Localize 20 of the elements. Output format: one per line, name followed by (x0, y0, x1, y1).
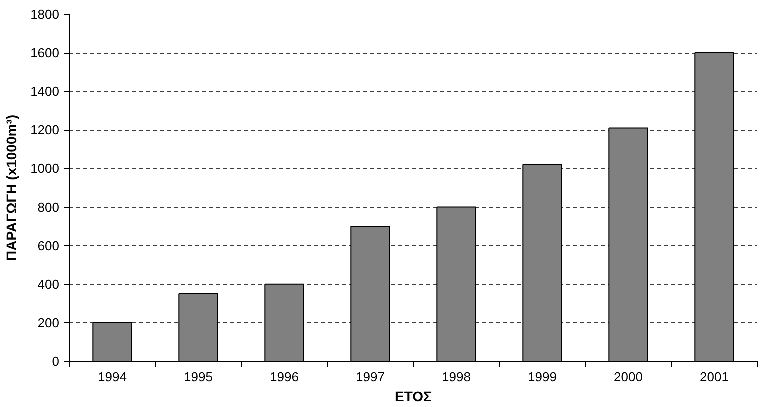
y-tick-label: 1000 (30, 161, 60, 176)
y-tick-label: 1400 (30, 84, 60, 100)
y-tick-label: 1600 (30, 46, 60, 61)
y-tick-label: 1200 (30, 122, 60, 138)
y-tick-label: 200 (38, 315, 60, 330)
x-tick-label: 1996 (270, 370, 299, 384)
x-tick-label: 1999 (528, 370, 557, 384)
x-tick-label: 1998 (442, 370, 471, 384)
y-tick-label: 400 (38, 276, 60, 292)
x-tick-label: 1994 (98, 370, 127, 384)
y-tick-label: 0 (52, 354, 60, 369)
x-axis-title: ΕΤΟΣ (395, 388, 432, 404)
x-tick-label: 1997 (356, 370, 385, 384)
y-tick-label: 600 (38, 238, 60, 254)
y-tick-label: 1800 (30, 7, 60, 22)
y-axis-title: ΠΑΡΑΓΩΓΗ (x1000m³) (4, 114, 20, 262)
y-tick-label: 800 (38, 200, 60, 215)
x-tick-label: 1995 (184, 370, 213, 384)
x-tick-label: 2000 (614, 370, 643, 384)
x-tick-label: 2001 (700, 370, 729, 384)
